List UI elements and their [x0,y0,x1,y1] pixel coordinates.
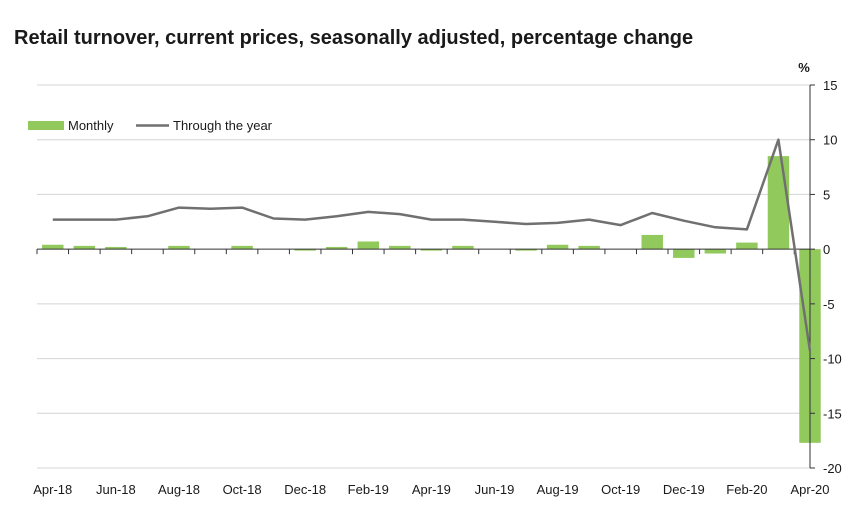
bar-Aug-18 [168,245,190,250]
bar-Apr-19 [420,249,443,251]
y-tick-label--10: -10 [823,352,842,367]
through-the-year-line [52,138,812,352]
chart-title: Retail turnover, current prices, seasona… [14,27,694,49]
x-tick-label-Jun-19: Jun-19 [475,482,515,497]
x-tick-label-Oct-18: Oct-18 [223,482,262,497]
bar-Apr-18 [42,244,64,250]
x-tick-label-Oct-19: Oct-19 [601,482,640,497]
x-tick-label-Aug-18: Aug-18 [158,482,200,497]
bar-Feb-19 [357,241,380,250]
x-tick-label-Jun-18: Jun-18 [96,482,136,497]
legend: Monthly Through the year [28,118,273,133]
bar-Jul-19 [515,249,537,251]
x-tick-label-Dec-19: Dec-19 [663,482,705,497]
bar-Mar-19 [389,245,411,250]
x-tick-label-Dec-18: Dec-18 [284,482,326,497]
x-tick-label-Aug-19: Aug-19 [537,482,579,497]
y-axis-unit-label: % [798,60,810,75]
axes [36,84,815,469]
bar-Jan-20 [704,249,727,254]
x-tick-label-Feb-20: Feb-20 [726,482,767,497]
y-tick-label-10: 10 [823,133,837,148]
bar-Jun-18 [105,246,127,250]
bar-May-19 [452,245,474,250]
x-tick-labels: Apr-18 Jun-18 Aug-18 Oct-18 Dec-18 Feb-19 Apr-… [33,482,829,497]
monthly-bars [42,156,821,443]
y-tick-label--5: -5 [823,297,835,312]
bar-Dec-18 [294,249,316,251]
x-tick-label-Apr-20: Apr-20 [790,482,829,497]
bar-Mar-20 [767,156,790,250]
y-tick-label-0: 0 [823,242,830,257]
bar-Jan-19 [326,246,348,250]
bar-Sep-19 [578,245,600,250]
through-the-year-line-group [52,138,812,352]
x-tick-label-Apr-19: Apr-19 [412,482,451,497]
legend-swatch-monthly [28,121,64,130]
bar-Aug-19 [546,244,569,250]
bar-Feb-20 [736,242,758,250]
legend-label-through-the-year: Through the year [173,118,273,133]
y-tick-label-15: 15 [823,78,837,93]
bar-May-18 [73,245,96,250]
y-tick-label-5: 5 [823,187,830,202]
y-tick-label--15: -15 [823,406,842,421]
y-tick-labels: 15 10 5 0 -5 -10 -15 -20 [823,78,842,476]
legend-label-monthly: Monthly [68,118,114,133]
y-tick-label--20: -20 [823,461,842,476]
bar-Oct-18 [231,245,253,250]
gridlines [37,84,810,469]
x-tick-label-Apr-18: Apr-18 [33,482,72,497]
bar-Dec-19 [673,249,695,258]
x-tick-label-Feb-19: Feb-19 [348,482,389,497]
bar-Nov-19 [641,234,663,250]
